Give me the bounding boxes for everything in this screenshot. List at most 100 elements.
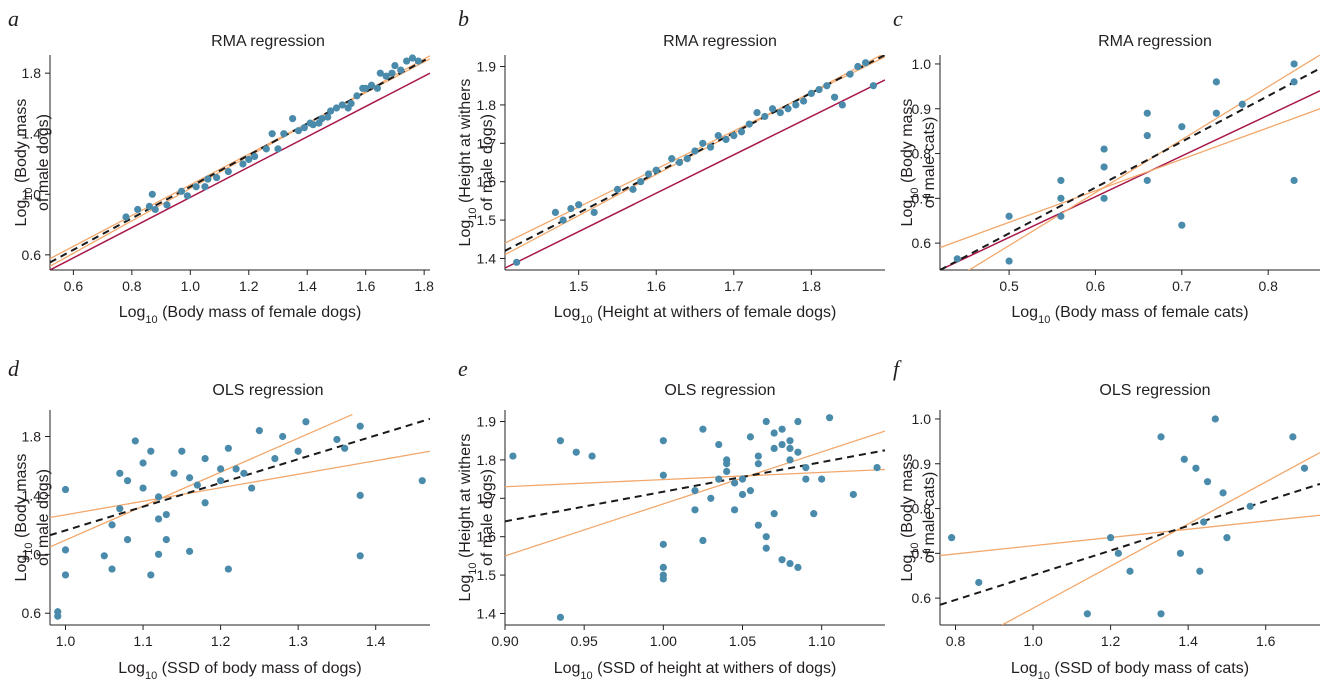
y-tick-label: 1.0	[912, 411, 932, 427]
y-axis-label-line2: of male dogs)	[479, 114, 496, 211]
data-point	[707, 494, 715, 502]
data-point	[373, 84, 381, 92]
data-point	[274, 145, 282, 153]
data-point	[145, 202, 153, 211]
data-point	[637, 178, 645, 186]
data-point	[245, 155, 253, 164]
y-tick-label: 1.6	[477, 529, 497, 545]
panel-title: RMA regression	[211, 33, 325, 50]
x-tick-label: 1.6	[1256, 633, 1276, 649]
data-point	[659, 437, 667, 445]
data-point	[403, 57, 411, 65]
data-point	[815, 85, 823, 94]
data-point	[1290, 78, 1298, 86]
data-point	[746, 433, 755, 441]
data-point	[1005, 212, 1013, 220]
data-point	[356, 552, 364, 560]
data-point	[397, 66, 405, 74]
x-tick-label: 0.8	[1258, 278, 1278, 294]
data-point	[294, 447, 302, 455]
y-tick-label: 0.9	[912, 456, 932, 472]
confidence-line	[505, 468, 885, 488]
y-tick-label: 1.4	[22, 126, 42, 142]
data-point	[807, 89, 815, 97]
data-point	[1196, 567, 1204, 575]
data-point	[659, 563, 667, 572]
x-tick-label: 1.4	[366, 633, 386, 649]
data-point	[163, 201, 171, 209]
isometry-line	[50, 72, 430, 270]
data-point	[1126, 567, 1134, 575]
data-points	[513, 59, 877, 266]
y-axis-label-line2: of male dogs)	[35, 114, 52, 211]
y-tick-label: 1.5	[477, 212, 497, 228]
data-point	[1143, 132, 1151, 140]
data-point	[699, 425, 707, 433]
y-axis-label-line1: Log10 (Height at withers	[457, 434, 479, 602]
y-tick-label: 0.8	[912, 146, 932, 162]
y-tick-label: 0.8	[912, 501, 932, 517]
data-point	[232, 465, 240, 473]
x-tick-label: 0.8	[122, 278, 142, 294]
x-tick-label: 1.1	[133, 633, 153, 649]
data-point	[683, 155, 691, 163]
data-point	[122, 213, 130, 221]
data-point	[262, 145, 270, 153]
data-point	[802, 475, 810, 483]
data-point	[715, 475, 723, 483]
data-point	[1290, 60, 1298, 68]
y-tick-label: 0.9	[912, 101, 932, 117]
confidence-line	[940, 514, 1320, 557]
data-point	[556, 437, 565, 445]
data-point	[1180, 455, 1188, 463]
y-tick-label: 0.6	[22, 605, 42, 621]
y-axis-label-line1: Log10 (Body mass	[899, 454, 921, 582]
data-point	[723, 467, 731, 476]
data-point	[818, 475, 826, 483]
panel-letter: f	[893, 356, 902, 381]
data-point	[722, 135, 730, 144]
data-point	[61, 546, 70, 554]
x-tick-label: 1.3	[288, 633, 308, 649]
data-point	[1178, 123, 1186, 131]
data-point	[147, 571, 155, 579]
data-point	[185, 474, 194, 482]
data-point	[201, 454, 209, 463]
x-tick-label: 0.90	[491, 633, 518, 649]
data-point	[201, 499, 209, 507]
panel-letter: a	[8, 6, 19, 31]
regression-fit-line	[940, 482, 1320, 606]
data-point	[289, 114, 297, 123]
x-tick-label: 1.2	[211, 633, 231, 649]
y-tick-label: 1.0	[912, 56, 932, 72]
data-point	[162, 535, 170, 544]
data-point	[778, 556, 786, 564]
data-point	[786, 444, 794, 452]
data-point	[324, 113, 332, 121]
data-point	[318, 114, 326, 123]
data-point	[376, 69, 384, 77]
data-point	[356, 422, 364, 430]
data-point	[794, 563, 802, 572]
data-point	[556, 613, 565, 621]
data-point	[271, 454, 279, 463]
data-point	[551, 208, 560, 217]
data-point	[1238, 100, 1246, 108]
y-tick-label: 1.8	[477, 97, 497, 113]
data-point	[762, 544, 770, 552]
data-point	[108, 521, 116, 529]
data-point	[388, 69, 396, 77]
data-point	[559, 216, 567, 224]
x-axis-label: Log10 (Height at withers of female dogs)	[554, 304, 837, 326]
x-tick-label: 1.2	[1101, 633, 1121, 649]
data-points	[509, 414, 881, 621]
data-point	[224, 167, 232, 176]
data-point	[948, 534, 956, 542]
data-point	[754, 460, 762, 468]
x-tick-label: 0.7	[1172, 278, 1192, 294]
y-axis-label-line1: Log10 (Height at withers	[457, 79, 479, 247]
data-point	[738, 490, 747, 499]
panel-letter: c	[893, 6, 903, 31]
x-axis-label: Log10 (Body mass of female dogs)	[119, 304, 362, 326]
